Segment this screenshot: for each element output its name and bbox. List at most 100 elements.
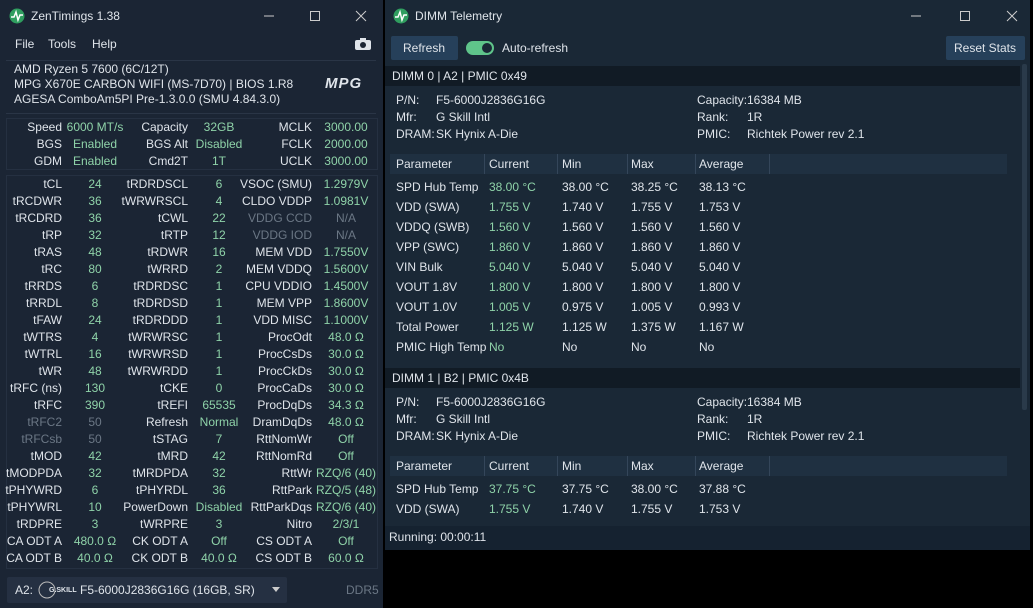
info-value: G Skill Intl xyxy=(436,110,491,124)
reading-value: 1.375 W xyxy=(631,320,676,334)
board-logo: MPG xyxy=(325,75,363,92)
info-label: Rank: xyxy=(697,110,729,124)
timing-value: 12 xyxy=(212,228,226,242)
reading-value: 38.25 °C xyxy=(631,180,678,194)
reading-value: 1.800 V xyxy=(562,280,604,294)
info-label: Rank: xyxy=(697,412,729,426)
timing-label: ProcCsDs xyxy=(257,347,312,361)
parameter-name: VIN Bulk xyxy=(396,260,443,274)
dimm-selector[interactable] xyxy=(7,577,287,603)
menu-item[interactable]: Tools xyxy=(48,37,77,51)
timing-value: 1.1000V xyxy=(323,313,369,327)
info-label: P/N: xyxy=(396,395,420,409)
info-label: Mfr: xyxy=(396,412,417,426)
timing-label: MCLK xyxy=(278,120,312,134)
timing-value: 1 xyxy=(215,296,223,310)
reading-value: 1.125 W xyxy=(562,320,607,334)
telemetry-window: DIMM Telemetry Refresh Auto-refresh Reset S… xyxy=(385,0,1030,550)
status-text: Running: 00:00:11 xyxy=(389,530,487,544)
parameter-name: Total Power xyxy=(396,320,459,334)
timing-value: 1.5600V xyxy=(323,262,369,276)
timing-label: tWRRD xyxy=(147,262,188,276)
timing-value: 30.0 Ω xyxy=(328,364,364,378)
timing-value: Enabled xyxy=(72,154,118,168)
app-icon xyxy=(393,8,409,24)
column-header: Parameter xyxy=(396,459,453,473)
reading-value: 1.800 V xyxy=(489,280,531,294)
timing-value: 42 xyxy=(212,449,226,463)
info-value: Richtek Power rev 2.1 xyxy=(747,429,865,443)
column-separator xyxy=(557,154,558,174)
timing-value: 48.0 Ω xyxy=(328,415,364,429)
timing-value: 2000.00 xyxy=(324,137,368,151)
column-header: Current xyxy=(489,459,530,473)
timing-value: 1T xyxy=(211,154,227,168)
timing-label: tMRD xyxy=(157,449,188,463)
timing-value: 30.0 Ω xyxy=(328,347,364,361)
timing-label: RttPark xyxy=(271,483,312,497)
timing-value: Disabled xyxy=(195,500,243,514)
timing-value: RZQ/6 (40) xyxy=(315,466,377,480)
timing-value: 80 xyxy=(88,262,102,276)
reading-value: 1.753 V xyxy=(699,200,741,214)
timing-label: RttParkDqs xyxy=(250,500,312,514)
reading-value: 37.75 °C xyxy=(562,482,609,496)
info-value: SK Hynix A-Die xyxy=(436,429,519,443)
timing-value: 10 xyxy=(88,500,102,514)
timing-value: 16 xyxy=(88,347,102,361)
info-label: Capacity: xyxy=(697,93,748,107)
column-separator xyxy=(484,456,485,476)
timing-label: tRFC xyxy=(34,398,62,412)
timing-value: 1.7550V xyxy=(323,245,369,259)
timing-label: CA ODT B xyxy=(6,551,62,565)
timing-label: tRP xyxy=(41,228,62,242)
module-name: F5-6000J2836G16G (16GB, SR) xyxy=(80,583,255,597)
reset-stats-button[interactable] xyxy=(946,36,1025,60)
timing-value: 32 xyxy=(88,228,102,242)
timing-label: tWRPRE xyxy=(140,517,188,531)
auto-refresh-toggle[interactable] xyxy=(466,41,494,55)
dropdown-arrow xyxy=(272,587,280,592)
refresh-button[interactable] xyxy=(391,36,458,60)
timing-value: 24 xyxy=(88,177,102,191)
column-separator xyxy=(484,154,485,174)
column-header: Parameter xyxy=(396,157,453,171)
reading-value: 1.560 V xyxy=(489,220,531,234)
reading-value: 1.755 V xyxy=(631,200,673,214)
screenshot-button[interactable] xyxy=(354,37,372,51)
timing-value: 65535 xyxy=(202,398,236,412)
window-controls[interactable] xyxy=(262,8,372,24)
timing-value: 16 xyxy=(212,245,226,259)
reading-value: 37.88 °C xyxy=(699,482,746,496)
timing-value: 1.4500V xyxy=(323,279,369,293)
reset-stats-label: Reset Stats xyxy=(953,41,1017,55)
scrollbar[interactable] xyxy=(1022,64,1027,410)
timing-value: 24 xyxy=(88,313,102,327)
info-value: Richtek Power rev 2.1 xyxy=(747,127,865,141)
reading-value: 1.800 V xyxy=(699,280,741,294)
timing-value: 36 xyxy=(88,211,102,225)
reading-value: 1.560 V xyxy=(699,220,741,234)
timing-label: tFAW xyxy=(33,313,62,327)
window-controls[interactable] xyxy=(909,8,1019,24)
reading-value: 1.755 V xyxy=(489,200,531,214)
reading-value: 5.040 V xyxy=(489,260,531,274)
timing-label: tPHYWRD xyxy=(5,483,62,497)
parameter-name: SPD Hub Temp xyxy=(396,482,479,496)
menu-item[interactable]: Help xyxy=(92,37,117,51)
timing-label: VDDG IOD xyxy=(252,228,312,242)
timing-label: ProcOdt xyxy=(267,330,312,344)
timing-value: 1 xyxy=(215,279,223,293)
table-header-band xyxy=(390,456,1007,476)
menu-item[interactable]: File xyxy=(15,37,35,51)
system-line: MPG X670E CARBON WIFI (MS-7D70) | BIOS 1… xyxy=(14,77,294,91)
dimm-header: DIMM 0 | A2 | PMIC 0x49 xyxy=(392,69,527,83)
dimm-header-band xyxy=(385,368,1020,388)
timing-value: 40.0 Ω xyxy=(201,551,237,565)
timing-label: Capacity xyxy=(141,120,188,134)
reading-value: 1.860 V xyxy=(489,240,531,254)
window-title: DIMM Telemetry xyxy=(415,9,503,23)
timing-label: CA ODT A xyxy=(6,534,62,548)
timing-value: 48 xyxy=(88,245,102,259)
